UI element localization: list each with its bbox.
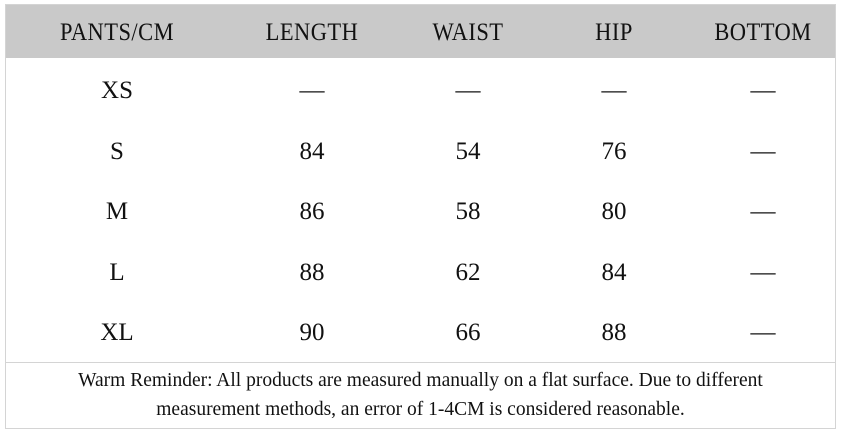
value-cell: 66 <box>455 319 481 346</box>
size-label: L <box>109 258 125 286</box>
value-cell: — <box>750 319 776 346</box>
size-label: M <box>105 198 129 225</box>
size-label: XL <box>100 319 134 346</box>
value-cell: 62 <box>455 258 481 286</box>
size-label: S <box>110 137 124 165</box>
value-cell: — <box>750 77 776 104</box>
value-cell: 58 <box>455 198 481 225</box>
value-cell: 88 <box>601 319 627 346</box>
note: Warm Reminder: All products are measured… <box>5 366 836 424</box>
header-cell: HIP <box>595 19 633 46</box>
header-cell: WAIST <box>432 19 504 46</box>
value-cell: 90 <box>299 319 325 346</box>
header-cell: LENGTH <box>265 19 359 46</box>
value-cell: 80 <box>601 198 627 225</box>
value-cell: 86 <box>299 198 325 225</box>
note-line: measurement methods, an error of 1-4CM i… <box>156 399 685 420</box>
value-cell: — <box>455 77 481 104</box>
value-cell: 84 <box>601 258 627 286</box>
value-cell: 54 <box>455 137 481 165</box>
value-cell: — <box>750 258 776 286</box>
value-cell: — <box>750 137 776 165</box>
note-line: Warm Reminder: All products are measured… <box>78 370 763 391</box>
value-cell: 88 <box>299 258 325 286</box>
header-cell: PANTS/CM <box>59 19 175 46</box>
separator <box>5 362 836 363</box>
value-cell: — <box>750 198 776 225</box>
header-cell: BOTTOM <box>714 19 812 46</box>
header-background <box>5 4 836 58</box>
value-cell: 84 <box>299 137 325 165</box>
table-frame <box>5 4 836 429</box>
value-cell: 76 <box>601 137 627 165</box>
value-cell: — <box>299 77 325 104</box>
value-cell: — <box>601 77 627 104</box>
size-label: XS <box>101 77 133 104</box>
